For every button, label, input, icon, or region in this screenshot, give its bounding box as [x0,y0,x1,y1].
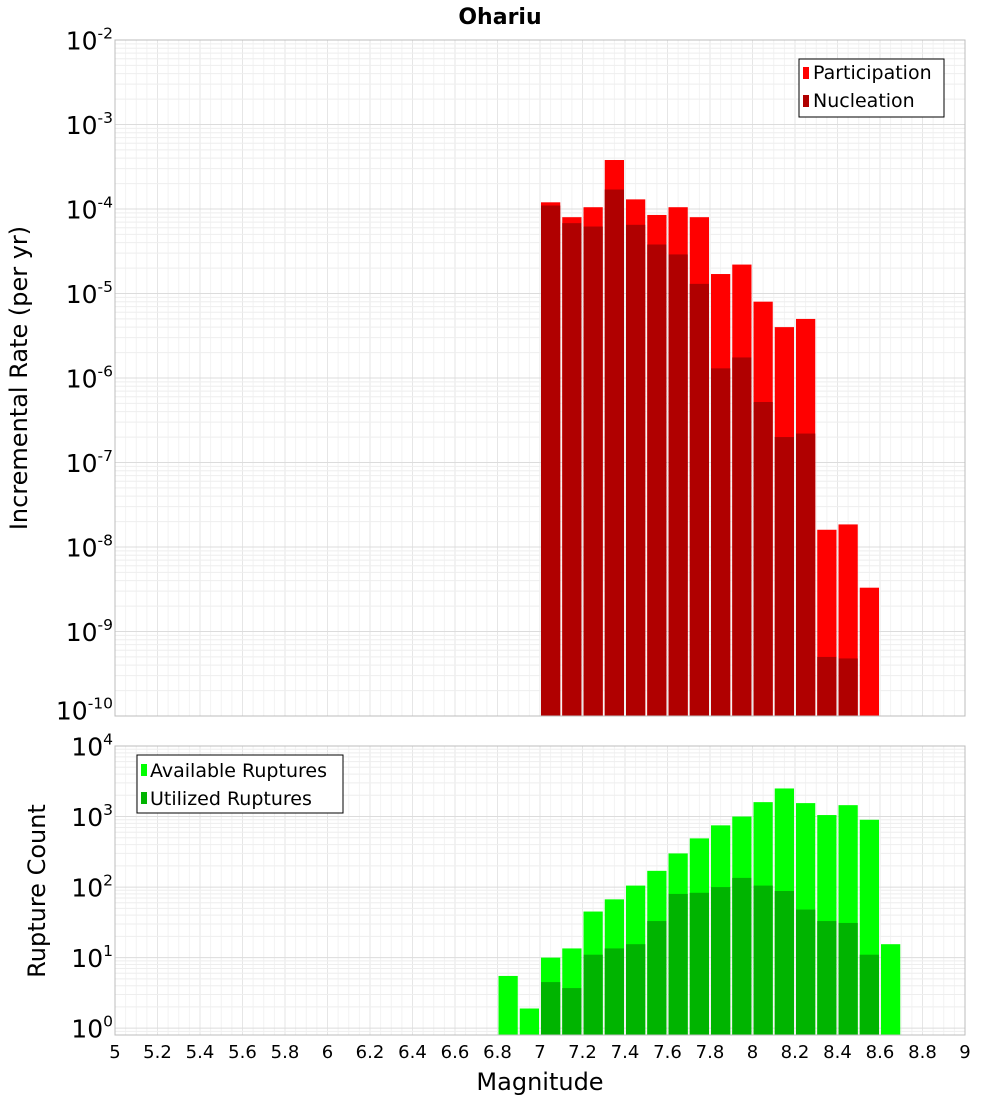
x-tick-label: 5.6 [228,1042,257,1063]
y-tick-label: 102 [71,871,113,902]
count-bar-a [498,975,518,1035]
y-tick-label: 100 [71,1012,113,1043]
rate-plot-legend: Participation Nucleation [798,58,945,118]
rate-plot-grid [114,39,966,717]
rate-bar-b [604,189,624,716]
legend-swatch-participation [803,67,809,79]
y-tick-label: 10-2 [66,24,113,55]
count-bar-b [541,982,561,1035]
legend-label-participation: Participation [813,62,932,84]
legend-label-nucleation: Nucleation [813,90,915,112]
y-tick-label: 10-8 [66,531,113,562]
x-tick-label: 5.8 [271,1042,300,1063]
y-tick-label: 10-4 [66,193,113,224]
x-tick-label: 8.4 [823,1042,852,1063]
count-plot-ylabel: Rupture Count [23,804,51,978]
chart-title: Ohariu [458,5,541,30]
count-bar-b [583,954,603,1035]
x-tick-label: 9 [959,1042,970,1063]
rate-bar-b [668,254,688,716]
rate-bar-b [647,244,667,716]
x-tick-label: 5.2 [143,1042,172,1063]
x-tick-label: 8.6 [866,1042,895,1063]
y-tick-label: 10-3 [66,109,113,140]
y-tick-label: 10-7 [66,447,113,478]
rate-plot-frame [114,39,966,717]
count-bar-b [626,944,646,1035]
count-bar-b [689,892,709,1035]
legend-swatch-utilized [141,792,147,804]
count-bar-b [774,891,794,1035]
x-tick-label: 6.4 [398,1042,427,1063]
rate-plot-ylabel: Incremental Rate (per yr) [5,226,33,530]
rate-bar-b [753,402,773,716]
rate-plot-bars [541,160,879,717]
y-tick-label: 104 [71,730,113,761]
rate-bar-b [796,433,816,716]
count-bar-b [796,909,816,1035]
x-tick-label: 6.6 [441,1042,470,1063]
count-bar-a [881,944,901,1035]
x-tick-label: 5.4 [186,1042,215,1063]
x-tick-label: 6 [322,1042,333,1063]
count-plot-frame [114,745,966,1036]
x-axis-ticks: 5 5.2 5.4 5.6 5.8 6 6.2 6.4 6.6 6.8 7 7.2 7.4 7.6 7.8 8… [109,1042,970,1063]
y-tick-label: 101 [71,942,113,973]
count-bar-b [817,921,837,1035]
rate-bar-b [838,658,858,716]
legend-swatch-nucleation [803,95,809,107]
rate-bar-b [817,656,837,716]
x-axis-label: Magnitude [476,1068,603,1096]
rate-bar-b [732,357,752,716]
count-bar-b [562,988,582,1035]
y-tick-label: 10-6 [66,362,113,393]
count-bar-b [732,877,752,1035]
count-bar-b [647,921,667,1035]
legend-swatch-available [141,764,147,776]
x-tick-label: 7.8 [696,1042,725,1063]
count-plot-legend: Available Ruptures Utilized Ruptures [136,754,344,814]
x-tick-label: 6.2 [356,1042,385,1063]
y-tick-label: 10-10 [56,694,113,725]
count-bar-b [668,893,688,1035]
rate-bar-b [541,205,561,716]
count-plot-bars [498,788,901,1035]
count-bar-b [604,948,624,1035]
legend-label-available: Available Ruptures [150,760,327,782]
x-tick-label: 7 [534,1042,545,1063]
x-tick-label: 8.8 [908,1042,937,1063]
rate-plot-yticks: 10-2 10-3 10-4 10-5 10-6 10-7 10-8 10-9 10-10 [56,24,113,725]
count-plot-yticks: 104 103 102 101 100 [71,730,113,1043]
x-tick-label: 7.2 [568,1042,597,1063]
rate-bar-b [626,224,646,716]
x-tick-label: 7.4 [611,1042,640,1063]
x-tick-label: 8 [747,1042,758,1063]
y-tick-label: 10-9 [66,616,113,647]
count-bar-a [519,1008,539,1035]
y-tick-label: 103 [71,801,113,832]
x-tick-label: 7.6 [653,1042,682,1063]
count-plot: 104 103 102 101 100 Rupture Count Available … [23,730,966,1044]
rate-bar-b [774,437,794,716]
count-bar-b [753,885,773,1035]
rate-bar-a [859,587,879,716]
rate-plot: 10-2 10-3 10-4 10-5 10-6 10-7 10-8 10-9 10-10 In… [5,24,966,726]
count-bar-b [838,922,858,1035]
rate-bar-b [562,223,582,716]
count-bar-b [711,887,731,1035]
x-tick-label: 8.2 [781,1042,810,1063]
count-bar-b [859,954,879,1035]
rate-bar-b [689,283,709,716]
rate-bar-b [583,226,603,717]
x-tick-label: 6.8 [483,1042,512,1063]
y-tick-label: 10-5 [66,278,113,309]
x-tick-label: 5 [109,1042,120,1063]
rate-bar-b [711,368,731,716]
legend-label-utilized: Utilized Ruptures [150,788,312,810]
